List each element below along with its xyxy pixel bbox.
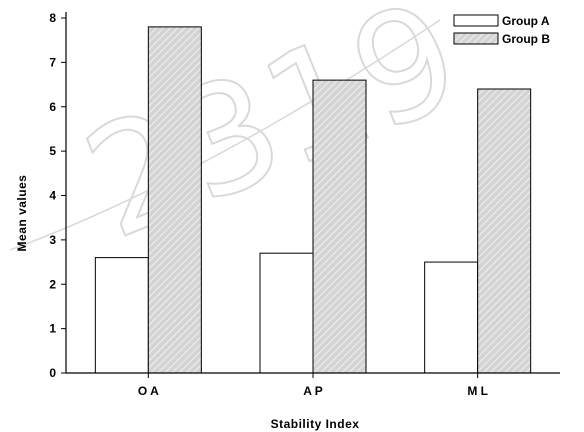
bar-group-b-oa xyxy=(147,26,202,374)
bar-group-a-ap xyxy=(259,252,314,374)
y-tick-label: 3 xyxy=(49,233,56,247)
y-tick-label: 7 xyxy=(49,55,56,69)
legend-swatch-group-a xyxy=(453,14,499,27)
x-tick-label: M L xyxy=(467,384,488,398)
x-tick-label: A P xyxy=(303,384,323,398)
legend-swatch-group-b xyxy=(453,32,499,45)
y-tick-label: 5 xyxy=(49,144,56,158)
y-tick-label: 6 xyxy=(49,100,56,114)
y-tick-label: 2 xyxy=(49,277,56,291)
bar-group-a-oa xyxy=(94,257,149,374)
plot-area: O A A P M L 0 1 2 3 4 5 6 7 8 xyxy=(49,11,560,398)
y-tick-label: 1 xyxy=(49,322,56,336)
watermark-text: 2319 xyxy=(63,0,482,273)
watermark-arc xyxy=(9,19,441,251)
legend-label-group-b: Group B xyxy=(502,32,550,46)
y-axis-title: Mean values xyxy=(15,175,29,252)
y-tick-label: 4 xyxy=(49,189,56,203)
y-tick-label: 0 xyxy=(49,366,56,380)
legend-label-group-a: Group A xyxy=(502,14,550,28)
legend: Group A Group B xyxy=(453,14,550,46)
x-axis-title: Stability Index xyxy=(271,417,360,431)
bar-group-a-ml xyxy=(424,261,479,374)
y-tick-label: 8 xyxy=(49,11,56,25)
x-tick-label: O A xyxy=(138,384,159,398)
bar-group-b-ap xyxy=(312,79,367,374)
bar-group-b-ml xyxy=(477,88,532,374)
